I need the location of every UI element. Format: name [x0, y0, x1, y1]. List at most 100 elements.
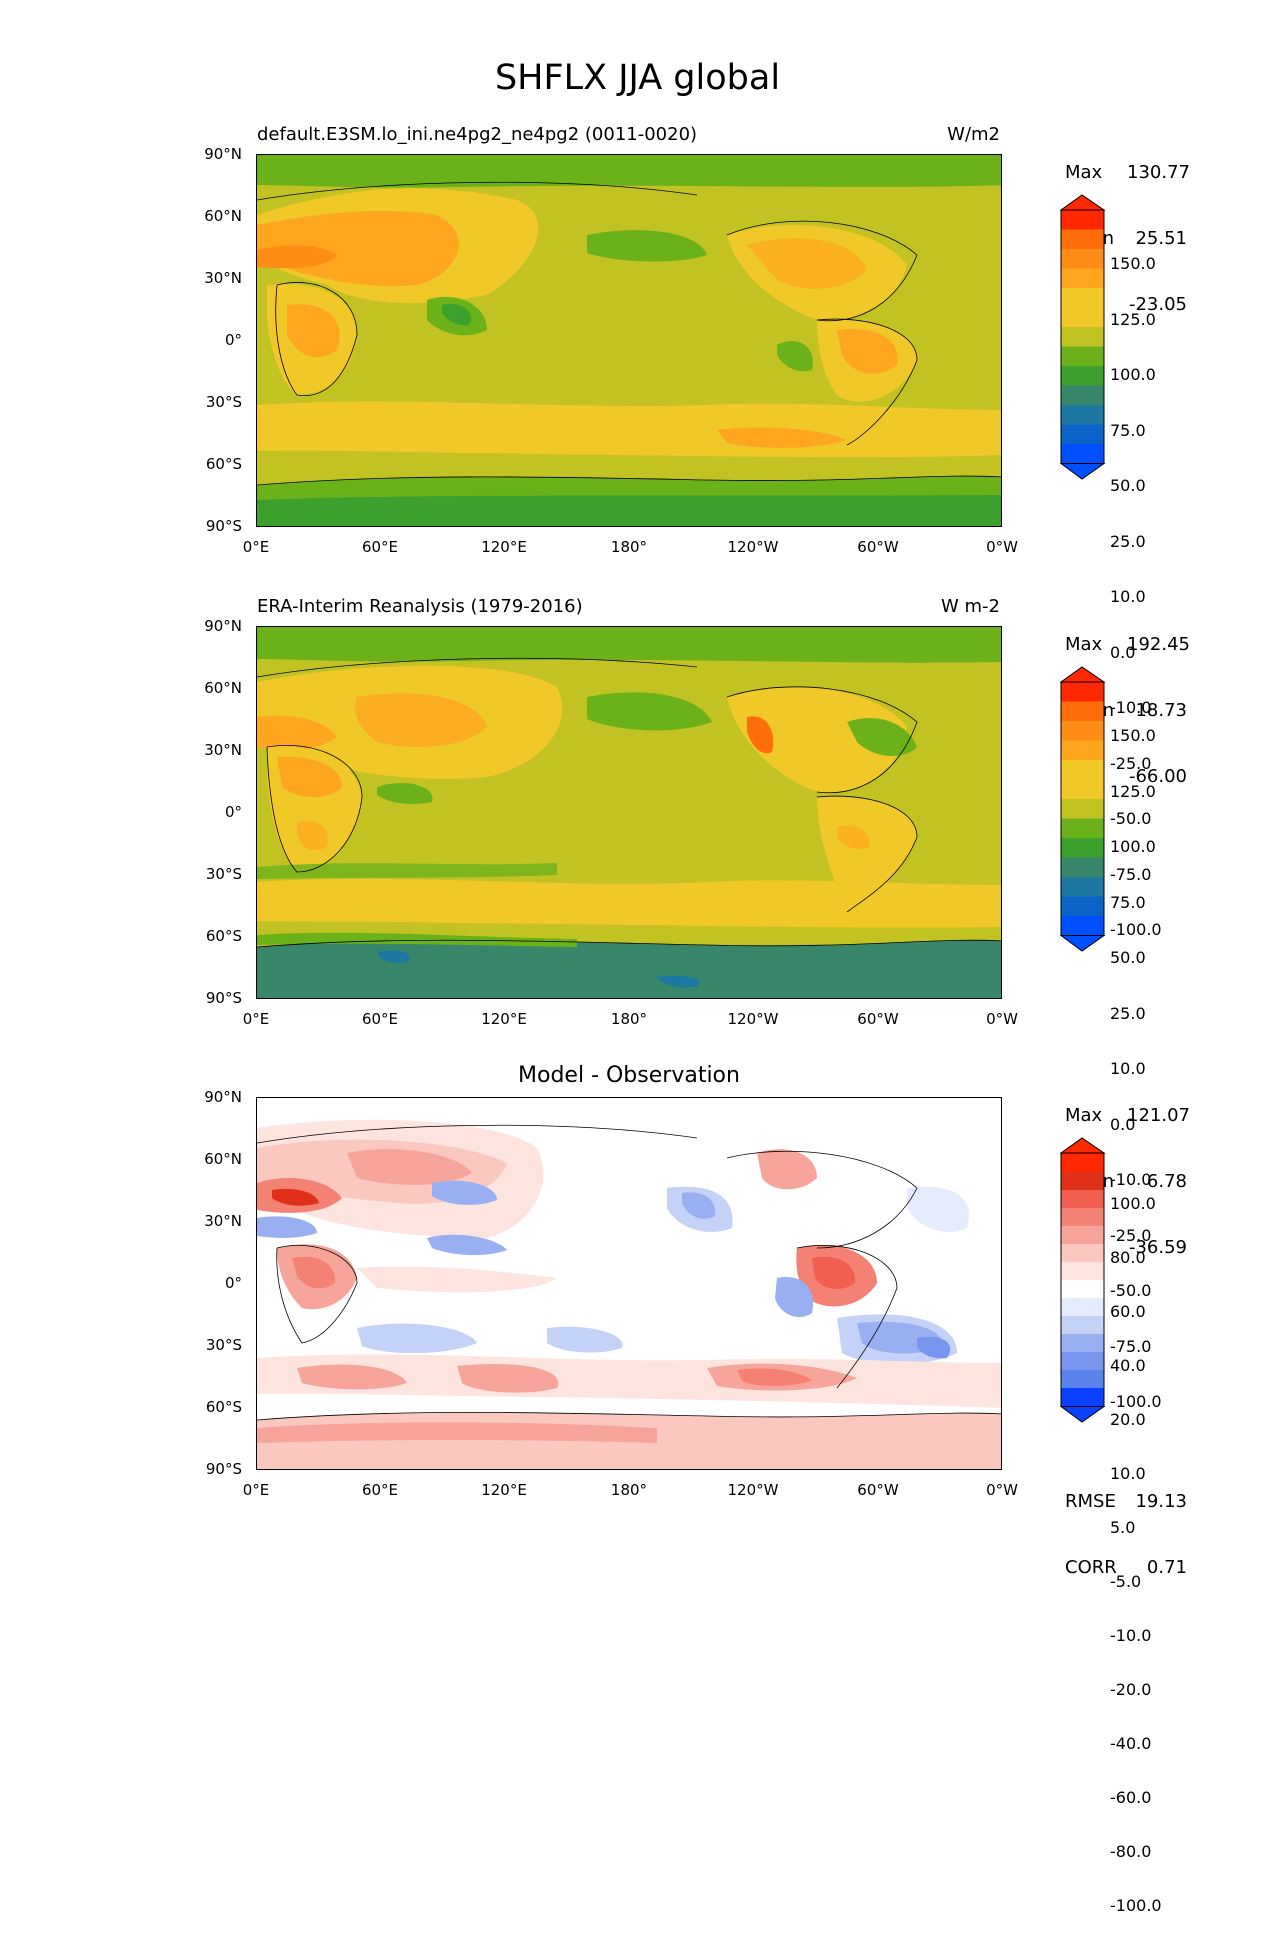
- lon-tick: 60°E: [361, 1010, 399, 1028]
- colorbar-label: -50.0: [1110, 1281, 1152, 1300]
- lon-tick: 60°E: [361, 1481, 399, 1499]
- map-difference: [256, 1097, 1002, 1470]
- lat-tick: 90°N: [204, 145, 242, 163]
- lat-tick: 60°S: [205, 1398, 242, 1416]
- stat-label: Max: [1065, 162, 1103, 183]
- lat-tick: 60°N: [204, 207, 242, 225]
- colorbar-label: -10.0: [1110, 1626, 1152, 1645]
- colorbar-label: -75.0: [1110, 1336, 1152, 1356]
- corr-value: 0.71: [1146, 1557, 1187, 1578]
- panel-title: ERA-Interim Reanalysis (1979-2016): [257, 596, 583, 617]
- lat-tick: 60°N: [204, 1150, 242, 1168]
- lat-tick: 60°N: [204, 679, 242, 697]
- lon-tick: 60°W: [857, 538, 899, 556]
- lat-tick: 30°N: [204, 1212, 242, 1230]
- colorbar-label: -100.0: [1110, 920, 1162, 939]
- colorbar-label: -10.0: [1110, 698, 1152, 717]
- stat-min: -66.00: [1128, 766, 1187, 787]
- colorbar-label: -20.0: [1110, 1680, 1152, 1699]
- panel-title: Model - Observation: [518, 1063, 740, 1088]
- colorbar-label: 100.0: [1110, 837, 1156, 856]
- colorbar-label: 125.0: [1110, 309, 1156, 329]
- lat-tick: 90°N: [204, 1088, 242, 1106]
- colorbar-label: -80.0: [1110, 1842, 1152, 1861]
- lat-tick: 0°: [224, 331, 242, 349]
- colorbar-label: 75.0: [1110, 892, 1146, 912]
- colorbar-label: 125.0: [1110, 781, 1156, 801]
- lat-tick: 90°S: [205, 517, 242, 535]
- colorbar-label: 50.0: [1110, 476, 1146, 495]
- map-model: [256, 154, 1002, 527]
- lat-tick: 60°S: [205, 927, 242, 945]
- lat-tick: 30°N: [204, 741, 242, 759]
- colorbar-label: 100.0: [1110, 1194, 1156, 1213]
- rmse-label: RMSE: [1065, 1491, 1116, 1512]
- units-label: W m-2: [940, 596, 1000, 617]
- lon-tick: 60°W: [857, 1481, 899, 1499]
- lon-tick: 0°E: [242, 538, 270, 556]
- field-map: [257, 155, 1001, 526]
- panel-title: default.E3SM.lo_ini.ne4pg2_ne4pg2 (0011-…: [257, 124, 698, 145]
- colorbar-label: 10.0: [1110, 1059, 1146, 1078]
- stat-min: -23.05: [1128, 294, 1187, 315]
- lat-tick: 30°N: [204, 269, 242, 287]
- lat-tick: 0°: [224, 1274, 242, 1292]
- lon-tick: 60°E: [361, 538, 399, 556]
- skill-scores: RMSE 19.13 CORR 0.71: [1065, 1447, 1187, 1623]
- lon-tick: 0°W: [986, 1481, 1018, 1499]
- lon-tick: 0°W: [986, 1010, 1018, 1028]
- colorbar-label: 150.0: [1110, 726, 1156, 745]
- colorbar-label: 0.0: [1110, 1114, 1136, 1134]
- lon-tick: 60°W: [857, 1010, 899, 1028]
- colorbar-label: -5.0: [1110, 1572, 1142, 1591]
- colorbar-labels: 150.0 125.0 100.0 75.0 50.0 25.0 10.0 0.…: [1110, 690, 1162, 1449]
- colorbar: [1060, 194, 1106, 480]
- lon-tick: 0°E: [242, 1010, 270, 1028]
- lon-tick: 120°W: [727, 1481, 779, 1499]
- figure-title: SHFLX JJA global: [494, 58, 781, 98]
- colorbar-label: -50.0: [1110, 809, 1152, 828]
- colorbar-label: 0.0: [1110, 642, 1136, 662]
- colorbar-label: -60.0: [1110, 1788, 1152, 1807]
- colorbar-label: -75.0: [1110, 864, 1152, 884]
- lat-tick: 90°S: [205, 1460, 242, 1478]
- colorbar: [1060, 1137, 1106, 1423]
- lat-tick: 90°S: [205, 989, 242, 1007]
- colorbar-label: -100.0: [1110, 1896, 1162, 1915]
- colorbar-label: 75.0: [1110, 420, 1146, 440]
- colorbar-labels: 150.0 125.0 100.0 75.0 50.0 25.0 10.0 0.…: [1110, 218, 1162, 977]
- lat-tick: 0°: [224, 803, 242, 821]
- lat-tick: 30°S: [205, 865, 242, 883]
- colorbar-label: 50.0: [1110, 948, 1146, 967]
- stat-min: -36.59: [1128, 1237, 1187, 1258]
- units-label: W/m2: [947, 124, 1000, 145]
- colorbar: [1060, 666, 1106, 952]
- stat-max: 192.45: [1127, 634, 1190, 655]
- lon-tick: 180°: [610, 538, 648, 556]
- colorbar-label: 150.0: [1110, 254, 1156, 273]
- colorbar-label: 80.0: [1110, 1248, 1146, 1267]
- stat-max: 130.77: [1127, 162, 1190, 183]
- colorbar-label: 25.0: [1110, 531, 1146, 551]
- field-map: [257, 627, 1001, 998]
- colorbar-label: 10.0: [1110, 1464, 1146, 1483]
- lat-tick: 30°S: [205, 1336, 242, 1354]
- corr-label: CORR: [1065, 1557, 1117, 1578]
- colorbar-label: -10.0: [1110, 1170, 1152, 1189]
- colorbar-label: 25.0: [1110, 1003, 1146, 1023]
- lat-tick: 60°S: [205, 455, 242, 473]
- rmse-value: 19.13: [1135, 1491, 1187, 1512]
- colorbar-label: 5.0: [1110, 1518, 1136, 1537]
- colorbar-label: 40.0: [1110, 1356, 1146, 1375]
- colorbar-label: 20.0: [1110, 1410, 1146, 1429]
- colorbar-label: 100.0: [1110, 365, 1156, 384]
- map-observation: [256, 626, 1002, 999]
- difference-map: [257, 1098, 1001, 1469]
- stat-mean: 18.73: [1135, 700, 1187, 721]
- colorbar-label: -100.0: [1110, 1392, 1162, 1411]
- stat-max: 121.07: [1127, 1105, 1190, 1126]
- lon-tick: 120°E: [481, 1481, 527, 1499]
- lon-tick: 120°W: [727, 538, 779, 556]
- lon-tick: 180°: [610, 1481, 648, 1499]
